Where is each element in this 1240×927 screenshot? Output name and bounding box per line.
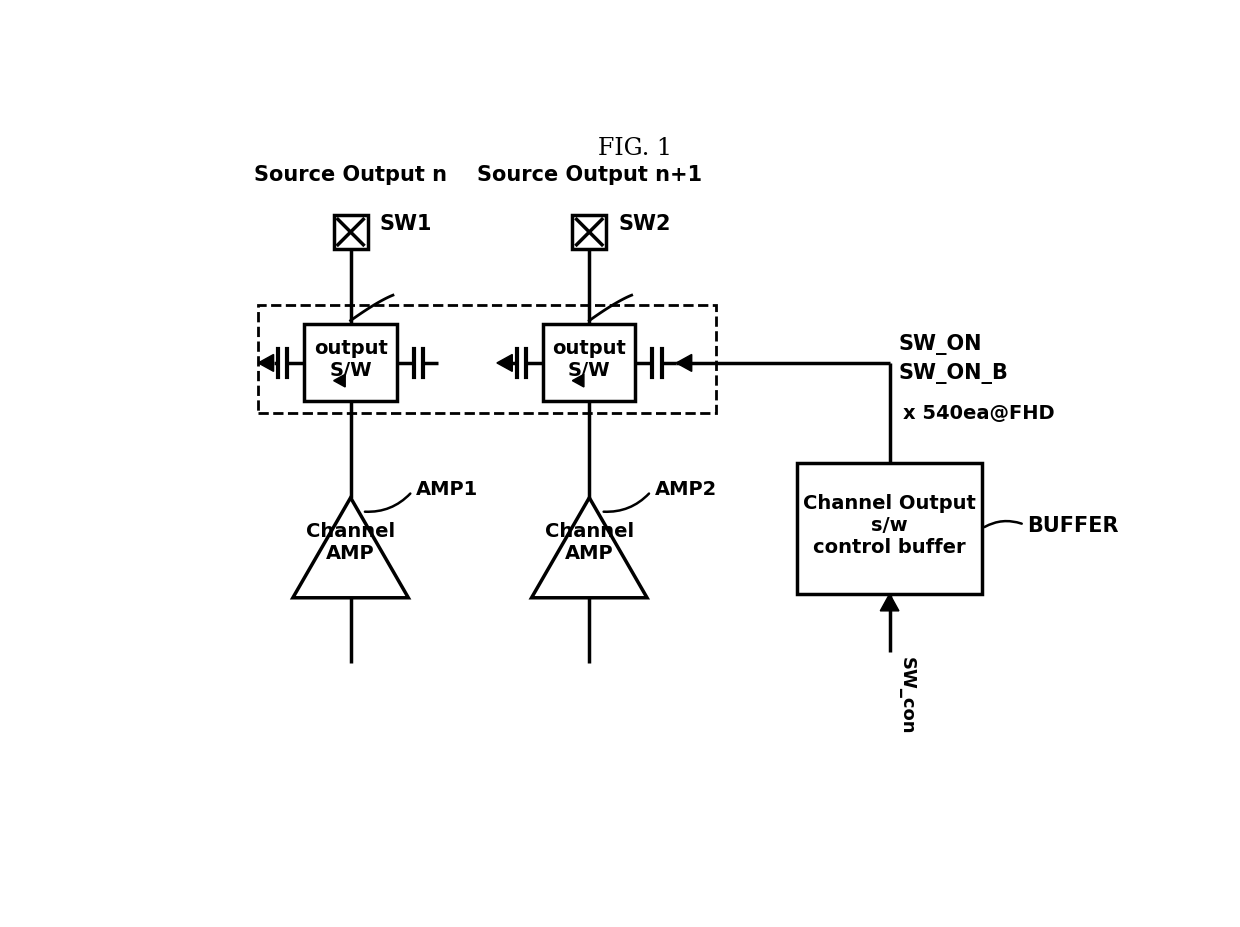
Text: FIG. 1: FIG. 1 (599, 136, 672, 159)
Text: AMP1: AMP1 (417, 479, 479, 499)
Bar (334, 216, 367, 249)
Polygon shape (880, 594, 899, 611)
Polygon shape (676, 355, 692, 372)
Text: output
S/W: output S/W (552, 338, 626, 379)
Text: AMP2: AMP2 (655, 479, 717, 499)
Text: Channel Output
s/w
control buffer: Channel Output s/w control buffer (804, 493, 976, 556)
Text: Source Output n+1: Source Output n+1 (476, 165, 702, 185)
Bar (797, 464, 982, 594)
Bar (258, 306, 717, 413)
Polygon shape (334, 375, 345, 387)
Text: Source Output n: Source Output n (254, 165, 448, 185)
Bar (543, 325, 635, 402)
Text: SW_ON_B: SW_ON_B (899, 362, 1008, 383)
Polygon shape (258, 355, 274, 372)
Text: SW_ON: SW_ON (899, 334, 982, 355)
Text: Channel
AMP: Channel AMP (544, 522, 634, 563)
Polygon shape (497, 355, 512, 372)
Text: SW1: SW1 (379, 213, 433, 234)
Text: BUFFER: BUFFER (1027, 515, 1118, 535)
Text: SW_con: SW_con (898, 655, 915, 733)
Text: x 540ea@FHD: x 540ea@FHD (904, 404, 1055, 423)
Polygon shape (573, 375, 584, 387)
Bar (573, 216, 606, 249)
Polygon shape (293, 498, 408, 598)
Polygon shape (532, 498, 647, 598)
Text: output
S/W: output S/W (314, 338, 388, 379)
Bar (304, 325, 397, 402)
Text: SW2: SW2 (619, 213, 671, 234)
Text: Channel
AMP: Channel AMP (306, 522, 396, 563)
